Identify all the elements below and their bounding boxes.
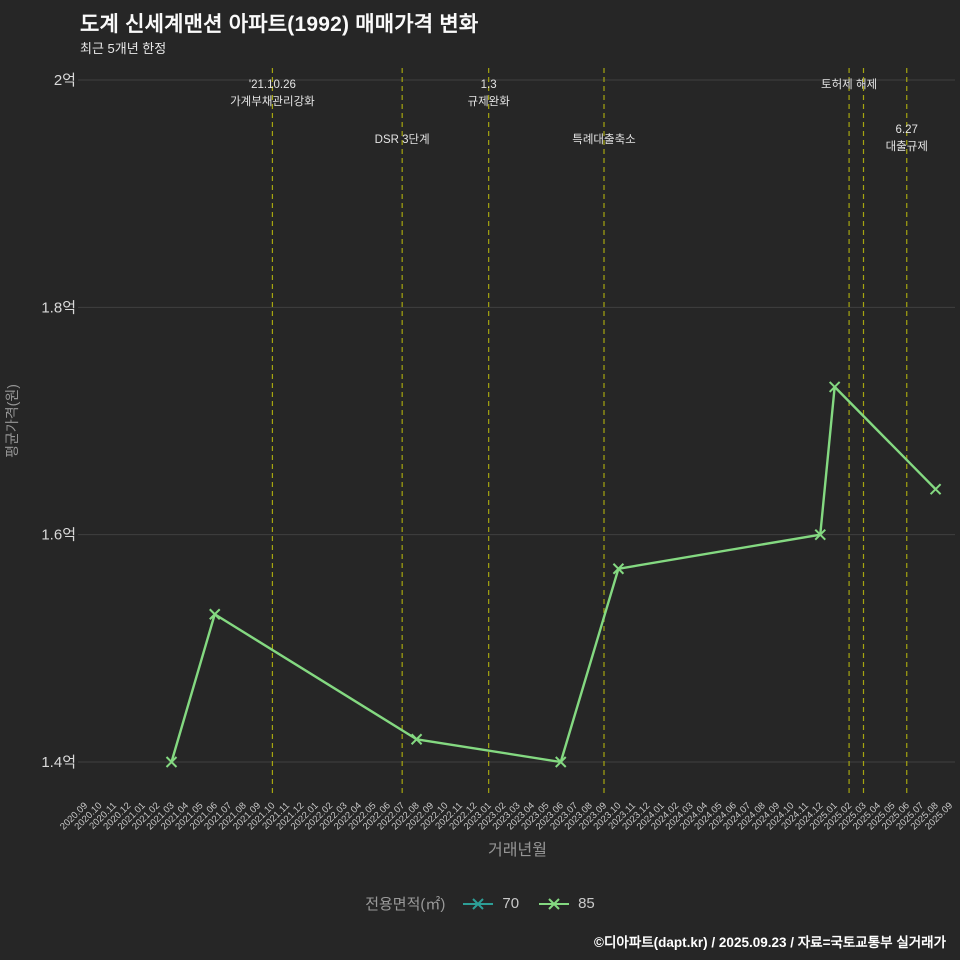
y-tick-label: 1.4억 [41,754,76,771]
legend-item-label: 85 [578,895,595,912]
legend-item-85: 85 [537,895,595,912]
y-tick-label: 1.8억 [41,299,76,316]
data-point-marker [828,381,841,393]
y-tick-label: 1.6억 [41,527,76,544]
legend: 전용면적(㎡) 70 85 [0,893,960,914]
legend-marker-icon [539,897,570,910]
annotation-label: 규제완화 [468,95,511,108]
footer-credit: ©디아파트(dapt.kr) / 2025.09.23 / 자료=국토교통부 실… [594,935,946,950]
legend-item-70: 70 [461,895,519,912]
annotation-label: DSR 3단계 [375,133,430,146]
series-line-85 [170,385,937,764]
annotation-label: 6.27 [896,124,918,136]
annotation-label: 토허제 해제 [821,78,877,91]
data-point-marker [929,483,942,495]
x-axis-label: 거래년월 [488,841,547,859]
y-tick-label: 2억 [54,72,76,89]
legend-marker-icon [463,897,494,910]
data-point-marker [612,563,625,575]
page-subtitle: 최근 5개년 한정 [80,41,167,56]
annotation-label: 대출규제 [886,140,928,153]
data-point-marker [165,756,178,768]
annotation-label: 특례대출축소 [572,133,635,146]
data-point-marker [555,756,567,768]
price-line-chart: 2억 1.8억 1.6억 1.4억 '21.10.26 가계부채관리강화 DSR 3단계 1.… [4,68,955,859]
data-point-marker [410,733,423,745]
legend-items: 70 85 [461,895,595,912]
legend-item-label: 70 [502,895,520,912]
annotation-label: 1.3 [481,79,497,91]
page-title: 도계 신세계맨션 아파트(1992) 매매가격 변화 [80,13,479,36]
annotation-label: '21.10.26 [249,79,296,91]
y-axis-label: 평균가격(원) [4,384,20,458]
annotation-label: 가계부채관리강화 [230,95,315,108]
data-point-marker [814,528,826,541]
legend-title: 전용면적(㎡) [365,896,446,913]
data-point-marker [209,608,221,620]
